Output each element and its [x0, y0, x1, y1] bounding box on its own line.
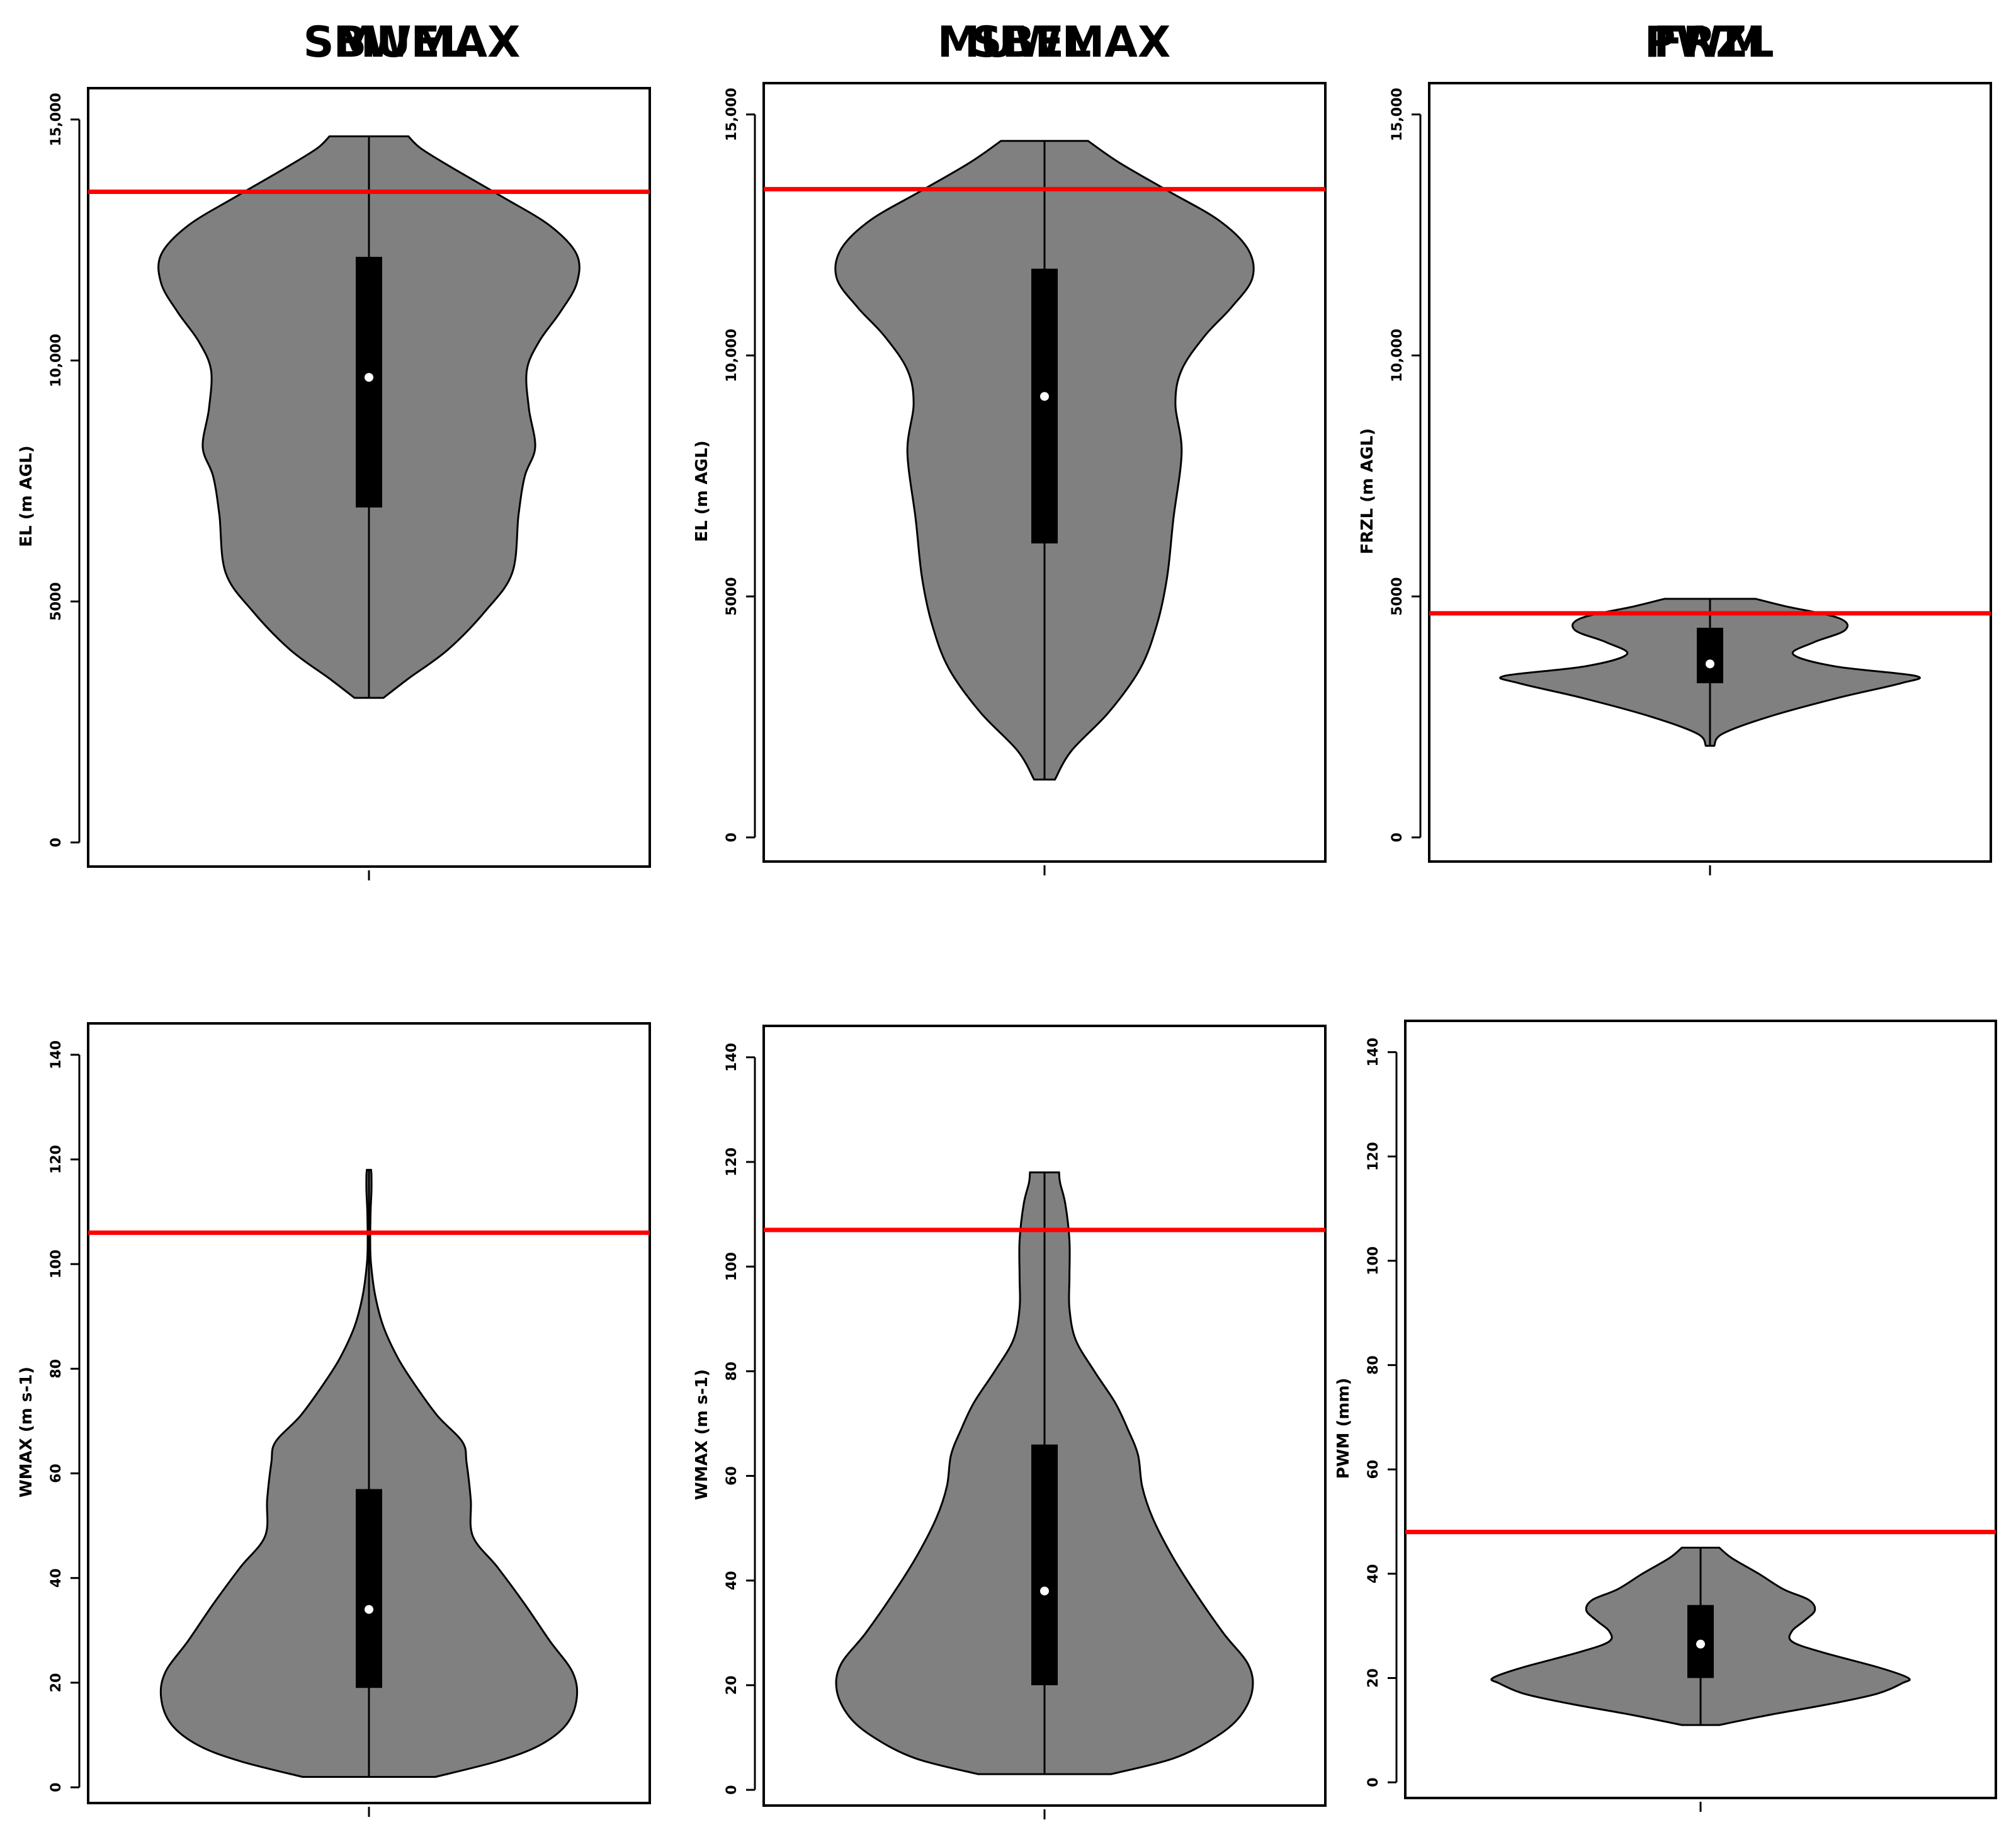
- y-tick-label: 15,000: [724, 88, 740, 141]
- y-tick-label: 20: [48, 1673, 64, 1693]
- violin-panel-pwm: PWM 0 20 40 60 80 100 120 140 PWM (mm): [1334, 18, 1997, 1812]
- y-tick-label: 20: [1366, 1668, 1381, 1688]
- violin-panel-muwmax: MUWMAX 0 20 40 60 80 100 120 140 WMAX (m s-1): [693, 18, 1327, 1819]
- y-tick-label: 140: [724, 1043, 740, 1072]
- y-tick-label: 5000: [48, 582, 64, 620]
- y-tick-label: 0: [724, 1785, 740, 1794]
- y-tick-label: 0: [48, 838, 64, 847]
- iqr-box: [356, 1489, 382, 1688]
- y-tick-label: 40: [1366, 1564, 1381, 1584]
- y-tick-label: 0: [724, 833, 740, 842]
- iqr-box: [1697, 627, 1723, 683]
- y-tick-label: 0: [48, 1782, 64, 1792]
- violin-panel-muel: MUEL 0 5000 10,000 15,000 EL (m AGL): [17, 18, 651, 880]
- plot-frame: [87, 1022, 651, 1804]
- y-tick-label: 15,000: [1390, 88, 1405, 141]
- panel-title: PWM: [1645, 18, 1766, 67]
- panel-title: MUEL: [334, 18, 468, 67]
- plot-frame: [762, 82, 1327, 863]
- y-tick-label: 40: [724, 1571, 740, 1590]
- median-dot: [1696, 1639, 1705, 1649]
- panel-title: SBWMAX: [303, 18, 521, 67]
- median-dot: [365, 373, 373, 382]
- plot-frame: [1428, 82, 1992, 863]
- y-tick-label: 80: [48, 1359, 64, 1379]
- y-axis-label: FRZL (m AGL): [1358, 428, 1377, 554]
- y-tick-label: 40: [48, 1568, 64, 1588]
- y-tick-label: 80: [724, 1362, 740, 1381]
- y-tick-label: 0: [1390, 833, 1405, 842]
- violin-panel-sbwmax: SBWMAX 0 20 40 60 80 100 120 140 WMAX (m s-1): [17, 18, 651, 1817]
- y-tick-label: 100: [1366, 1246, 1381, 1275]
- y-tick-label: 120: [1366, 1142, 1381, 1171]
- y-axis-label: WMAX (m s-1): [693, 1369, 711, 1500]
- iqr-box: [356, 256, 382, 508]
- y-tick-label: 20: [724, 1676, 740, 1695]
- plot-frame: [1404, 1020, 1997, 1799]
- median-dot: [1706, 659, 1714, 669]
- violin-panel-frzl: FRZL 0 5000 10,000 15,000 FRZL (m AGL): [1358, 18, 1992, 875]
- violin-panel-sbel: SBEL 0 5000 10,000 15,000 EL (m AGL): [693, 18, 1327, 875]
- y-tick-label: 10,000: [1390, 329, 1405, 382]
- panel-title: SBEL: [971, 18, 1092, 67]
- y-tick-label: 5000: [1390, 577, 1405, 615]
- y-tick-label: 60: [1366, 1460, 1381, 1479]
- median-dot: [365, 1605, 373, 1614]
- y-tick-label: 140: [48, 1040, 64, 1069]
- y-tick-label: 120: [724, 1147, 740, 1176]
- panel-title: FRZL: [1653, 18, 1774, 67]
- y-axis-label: EL (m AGL): [693, 440, 711, 542]
- y-tick-label: 60: [48, 1464, 64, 1483]
- y-tick-label: 10,000: [724, 329, 740, 382]
- y-tick-label: 100: [48, 1249, 64, 1278]
- iqr-box: [1031, 268, 1058, 543]
- y-tick-label: 10,000: [48, 334, 64, 387]
- y-tick-label: 15,000: [48, 93, 64, 146]
- y-tick-label: 100: [724, 1252, 740, 1281]
- y-axis-label: WMAX (m s-1): [17, 1367, 36, 1498]
- y-axis-label: PWM (mm): [1334, 1378, 1353, 1479]
- y-tick-label: 0: [1366, 1777, 1381, 1787]
- iqr-box: [1031, 1444, 1058, 1685]
- median-dot: [1040, 392, 1049, 401]
- y-tick-label: 60: [724, 1466, 740, 1486]
- median-dot: [1040, 1586, 1049, 1596]
- panel-title: MUWMAX: [937, 18, 1171, 67]
- y-tick-label: 120: [48, 1145, 64, 1174]
- y-tick-label: 80: [1366, 1355, 1381, 1375]
- plot-frame: [87, 87, 651, 868]
- y-tick-label: 5000: [724, 577, 740, 615]
- y-tick-label: 140: [1366, 1038, 1381, 1067]
- plot-frame: [762, 1025, 1327, 1807]
- y-axis-label: EL (m AGL): [17, 445, 36, 547]
